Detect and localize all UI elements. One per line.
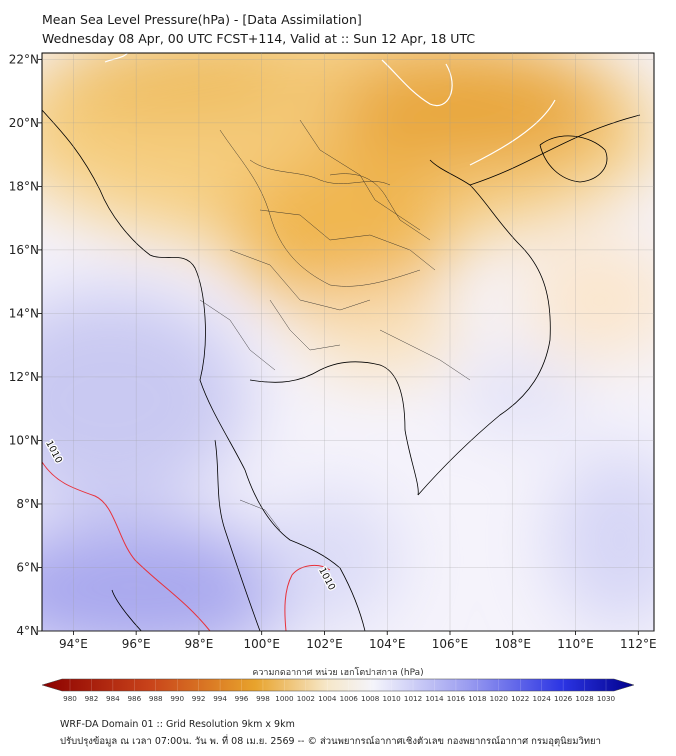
colorbar-label: 1018 bbox=[468, 694, 487, 703]
x-tick-label: 98°E bbox=[184, 637, 213, 651]
y-tick-label: 14°N bbox=[9, 306, 39, 320]
colorbar-label: 988 bbox=[149, 694, 163, 703]
colorbar-label: 990 bbox=[170, 694, 184, 703]
colorbar-label: 1030 bbox=[597, 694, 616, 703]
colorbar-label: 1012 bbox=[404, 694, 422, 703]
colorbar-labels: 980 982 984 986 988 990 992 994 996 998 1000 1002 10… bbox=[63, 679, 616, 703]
x-tick-label: 108°E bbox=[495, 637, 532, 651]
colorbar-label: 998 bbox=[256, 694, 270, 703]
colorbar-label: 1000 bbox=[275, 694, 294, 703]
pressure-field bbox=[42, 53, 654, 631]
colorbar-label: 1006 bbox=[340, 694, 359, 703]
latitude-ticks: 4°N 6°N 8°N 10°N 12°N 14°N 16°N 18°N 20°N 22°N bbox=[9, 52, 42, 638]
y-tick-label: 18°N bbox=[9, 179, 39, 193]
lat-lon-grid bbox=[42, 53, 654, 632]
province-borders bbox=[199, 119, 471, 531]
colorbar-label: 1014 bbox=[425, 694, 444, 703]
colorbar-label: 1008 bbox=[361, 694, 380, 703]
colorbar-label: 982 bbox=[85, 694, 99, 703]
x-tick-label: 94°E bbox=[59, 637, 88, 651]
colorbar-label: 984 bbox=[106, 694, 120, 703]
x-tick-label: 100°E bbox=[243, 637, 280, 651]
colorbar-label: 996 bbox=[235, 694, 249, 703]
y-tick-label: 10°N bbox=[9, 433, 39, 447]
y-tick-label: 12°N bbox=[9, 370, 39, 384]
map-title: Mean Sea Level Pressure(hPa) - [Data Ass… bbox=[42, 12, 362, 27]
colorbar-label: 1004 bbox=[318, 694, 337, 703]
y-tick-label: 8°N bbox=[16, 497, 39, 511]
y-tick-label: 22°N bbox=[9, 52, 39, 66]
footer-resolution: WRF-DA Domain 01 :: Grid Resolution 9km … bbox=[60, 719, 295, 730]
coastlines bbox=[42, 109, 641, 631]
map-subtitle: Wednesday 08 Apr, 00 UTC FCST+114, Valid… bbox=[42, 31, 476, 46]
colorbar-label: 986 bbox=[127, 694, 141, 703]
colorbar-label: 1016 bbox=[447, 694, 466, 703]
colorbar-title: ความกดอากาศ หน่วย เฮกโตปาสกาล (hPa) bbox=[252, 668, 424, 678]
longitude-ticks: 94°E 96°E 98°E 100°E 102°E 104°E 106°E 108°E 110… bbox=[59, 631, 657, 651]
colorbar-label: 992 bbox=[192, 694, 206, 703]
y-tick-label: 4°N bbox=[16, 624, 39, 638]
colorbar-label: 1022 bbox=[511, 694, 529, 703]
y-tick-label: 16°N bbox=[9, 243, 39, 257]
x-tick-label: 106°E bbox=[432, 637, 469, 651]
x-tick-label: 104°E bbox=[369, 637, 406, 651]
colorbar-label: 994 bbox=[213, 694, 227, 703]
colorbar-label: 1024 bbox=[533, 694, 552, 703]
footer-credit: ปรับปรุงข้อมูล ณ เวลา 07:00น. วัน พ. ที่… bbox=[60, 736, 601, 747]
colorbar: 980 982 984 986 988 990 992 994 996 998 1000 1002 10… bbox=[41, 678, 635, 703]
colorbar-label: 1010 bbox=[382, 694, 401, 703]
x-tick-label: 96°E bbox=[122, 637, 151, 651]
colorbar-label: 1020 bbox=[490, 694, 509, 703]
x-tick-label: 112°E bbox=[620, 637, 657, 651]
colorbar-label: 980 bbox=[63, 694, 77, 703]
y-tick-label: 6°N bbox=[16, 560, 39, 574]
colorbar-label: 1002 bbox=[297, 694, 315, 703]
isobar-1010 bbox=[42, 461, 331, 631]
x-tick-label: 110°E bbox=[557, 637, 594, 651]
colorbar-label: 1028 bbox=[575, 694, 594, 703]
y-tick-label: 20°N bbox=[9, 116, 39, 130]
colorbar-label: 1026 bbox=[554, 694, 573, 703]
x-tick-label: 102°E bbox=[306, 637, 343, 651]
